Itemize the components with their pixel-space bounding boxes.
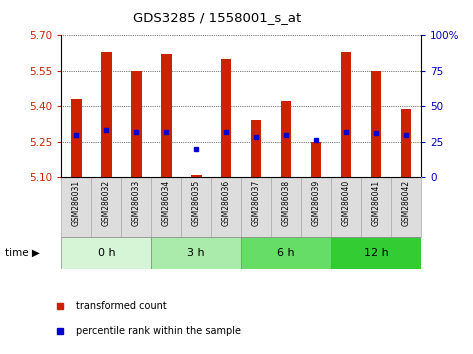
Text: GSM286037: GSM286037	[252, 180, 261, 226]
Bar	[101, 52, 112, 177]
Bar	[341, 52, 351, 177]
Text: GSM286035: GSM286035	[192, 180, 201, 226]
FancyBboxPatch shape	[241, 237, 331, 269]
Bar	[71, 99, 82, 177]
Bar	[371, 71, 381, 177]
Bar	[401, 109, 411, 177]
Text: GSM286042: GSM286042	[402, 180, 411, 226]
Text: percentile rank within the sample: percentile rank within the sample	[77, 326, 241, 336]
FancyBboxPatch shape	[122, 177, 151, 237]
Text: GSM286041: GSM286041	[371, 180, 381, 226]
Text: GDS3285 / 1558001_s_at: GDS3285 / 1558001_s_at	[133, 11, 302, 24]
Bar	[191, 175, 201, 177]
FancyBboxPatch shape	[151, 237, 241, 269]
FancyBboxPatch shape	[151, 177, 181, 237]
FancyBboxPatch shape	[271, 177, 301, 237]
Text: GSM286031: GSM286031	[72, 180, 81, 226]
Bar	[311, 142, 321, 177]
Bar	[251, 120, 262, 177]
FancyBboxPatch shape	[361, 177, 391, 237]
FancyBboxPatch shape	[61, 177, 91, 237]
FancyBboxPatch shape	[391, 177, 421, 237]
Text: GSM286040: GSM286040	[342, 180, 350, 226]
FancyBboxPatch shape	[331, 237, 421, 269]
Text: GSM286033: GSM286033	[132, 180, 141, 226]
FancyBboxPatch shape	[301, 177, 331, 237]
Bar	[221, 59, 231, 177]
FancyBboxPatch shape	[331, 177, 361, 237]
Text: GSM286032: GSM286032	[102, 180, 111, 226]
Text: GSM286034: GSM286034	[162, 180, 171, 226]
Bar	[131, 71, 141, 177]
Text: 6 h: 6 h	[277, 248, 295, 258]
Bar	[281, 102, 291, 177]
Text: 0 h: 0 h	[97, 248, 115, 258]
FancyBboxPatch shape	[91, 177, 122, 237]
Bar	[161, 54, 172, 177]
FancyBboxPatch shape	[61, 237, 151, 269]
FancyBboxPatch shape	[241, 177, 271, 237]
FancyBboxPatch shape	[181, 177, 211, 237]
Text: GSM286038: GSM286038	[281, 180, 291, 226]
Text: 12 h: 12 h	[364, 248, 388, 258]
FancyBboxPatch shape	[211, 177, 241, 237]
Text: GSM286036: GSM286036	[222, 180, 231, 226]
Text: time ▶: time ▶	[5, 248, 40, 258]
Text: GSM286039: GSM286039	[312, 180, 321, 226]
Text: 3 h: 3 h	[187, 248, 205, 258]
Text: transformed count: transformed count	[77, 301, 167, 311]
